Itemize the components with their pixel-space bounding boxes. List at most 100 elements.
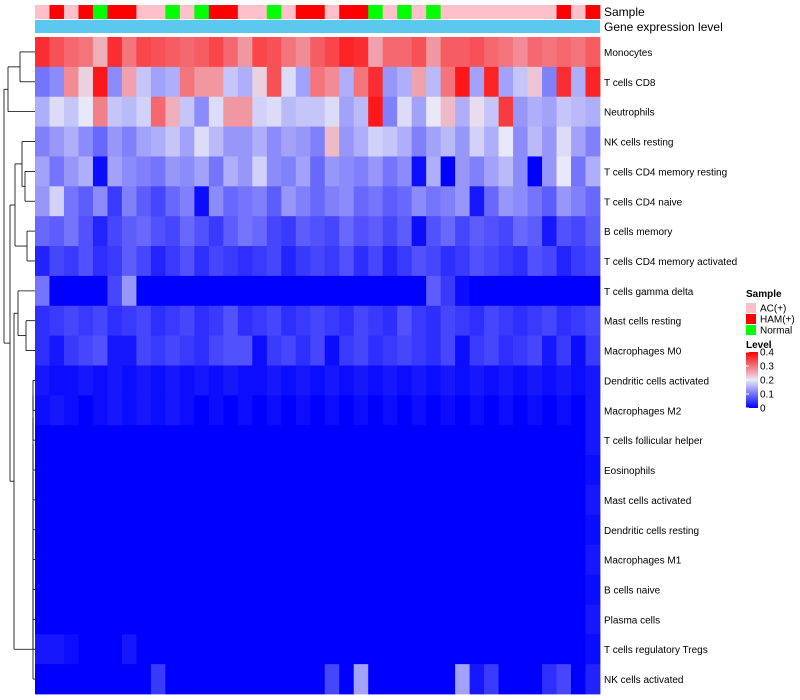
heatmap-cell — [556, 514, 572, 546]
heatmap-cell — [208, 305, 224, 337]
heatmap-cell — [542, 216, 557, 247]
heatmap-cell — [542, 335, 557, 366]
heatmap-cell — [49, 484, 65, 516]
row-label: Dendritic cells resting — [604, 526, 699, 537]
heatmap-cell — [527, 395, 543, 426]
heatmap-cell — [310, 484, 326, 516]
heatmap-cell — [571, 216, 586, 247]
heatmap-cell — [266, 156, 282, 187]
heatmap-cell — [194, 156, 210, 187]
heatmap-cell — [484, 186, 499, 217]
heatmap-cell — [455, 514, 471, 546]
heatmap-cell — [542, 574, 557, 605]
heatmap-cell — [426, 574, 442, 605]
heatmap-cell — [165, 96, 181, 127]
sample-annotation-cell — [469, 5, 485, 19]
row-label: Macrophages M1 — [604, 556, 682, 567]
heatmap-cell — [35, 246, 50, 277]
heatmap-cell — [194, 544, 210, 575]
heatmap-cell — [469, 335, 485, 366]
heatmap-cell — [571, 246, 586, 277]
sample-annotation-cell — [136, 5, 152, 19]
heatmap-cell — [397, 604, 413, 635]
heatmap-cell — [35, 305, 50, 337]
heatmap-cell — [78, 275, 94, 307]
heatmap-cell — [63, 156, 79, 187]
heatmap-cell — [397, 37, 413, 68]
heatmap-cell — [469, 455, 485, 486]
row-label: T cells CD4 memory resting — [604, 167, 727, 178]
heatmap-cell — [455, 96, 471, 127]
row-label: B cells naive — [604, 585, 661, 596]
heatmap-cell — [281, 514, 297, 546]
heatmap-cell — [208, 246, 224, 277]
heatmap-cell — [78, 574, 94, 605]
heatmap-cell — [179, 365, 195, 396]
heatmap-cell — [324, 514, 340, 546]
heatmap-cell — [92, 186, 108, 217]
heatmap-cell — [92, 365, 108, 396]
heatmap-cell — [484, 634, 499, 665]
heatmap-cell — [310, 275, 326, 307]
sample-annotation-cell — [63, 5, 79, 19]
heatmap-cell — [556, 544, 572, 575]
heatmap-cell — [121, 664, 137, 695]
heatmap-cell — [252, 186, 268, 217]
sample-legend-swatch — [746, 325, 756, 335]
heatmap-cell — [237, 305, 253, 337]
heatmap-cell — [556, 455, 572, 486]
heatmap-cell — [266, 335, 282, 366]
heatmap-cell — [556, 216, 572, 247]
heatmap-cell — [49, 365, 65, 396]
heatmap-cell — [252, 156, 268, 187]
heatmap-cell — [208, 484, 224, 516]
heatmap-cell — [527, 66, 543, 98]
heatmap-cell — [585, 275, 601, 307]
heatmap-cell — [440, 425, 456, 456]
heatmap-cell — [107, 664, 123, 695]
heatmap-cell — [92, 634, 108, 665]
heatmap-cell — [368, 604, 384, 635]
heatmap-cell — [92, 96, 108, 127]
heatmap-cell — [107, 96, 123, 127]
heatmap-cell — [107, 66, 123, 98]
sample-legend-items: AC(+)HAM(+)Normal — [746, 303, 795, 337]
heatmap-cell — [35, 37, 50, 68]
heatmap-cell — [585, 514, 601, 546]
heatmap-cell — [35, 156, 50, 187]
heatmap-cell — [368, 365, 384, 396]
heatmap-cell — [281, 484, 297, 516]
heatmap-cell — [121, 126, 137, 157]
heatmap-cell — [179, 126, 195, 157]
heatmap-cell — [49, 634, 65, 665]
heatmap-cell — [150, 365, 166, 396]
heatmap-cell — [484, 484, 499, 516]
heatmap-cell — [208, 96, 224, 127]
heatmap-cell — [266, 664, 282, 695]
heatmap-cell — [63, 365, 79, 396]
heatmap-cell — [266, 246, 282, 277]
heatmap-cell — [556, 484, 572, 516]
heatmap-cell — [382, 395, 398, 426]
heatmap-cell — [194, 425, 210, 456]
heatmap-cell — [585, 425, 601, 456]
heatmap-cell — [397, 96, 413, 127]
heatmap-cell — [426, 156, 442, 187]
heatmap-cell — [208, 664, 224, 695]
heatmap-cell — [223, 186, 239, 217]
heatmap-cell — [35, 365, 50, 396]
gene-expression-bar — [35, 20, 600, 33]
heatmap-cell — [411, 455, 427, 486]
heatmap-cell — [353, 66, 369, 98]
heatmap-cell — [107, 484, 123, 516]
heatmap-cell — [339, 544, 355, 575]
sample-annotation-cell — [585, 5, 601, 19]
heatmap-cell — [150, 514, 166, 546]
heatmap-cell — [266, 96, 282, 127]
heatmap-cell — [208, 574, 224, 605]
heatmap-cell — [150, 126, 166, 157]
heatmap-cells — [35, 37, 601, 695]
heatmap-cell — [136, 126, 152, 157]
heatmap-cell — [266, 574, 282, 605]
heatmap-cell — [527, 425, 543, 456]
